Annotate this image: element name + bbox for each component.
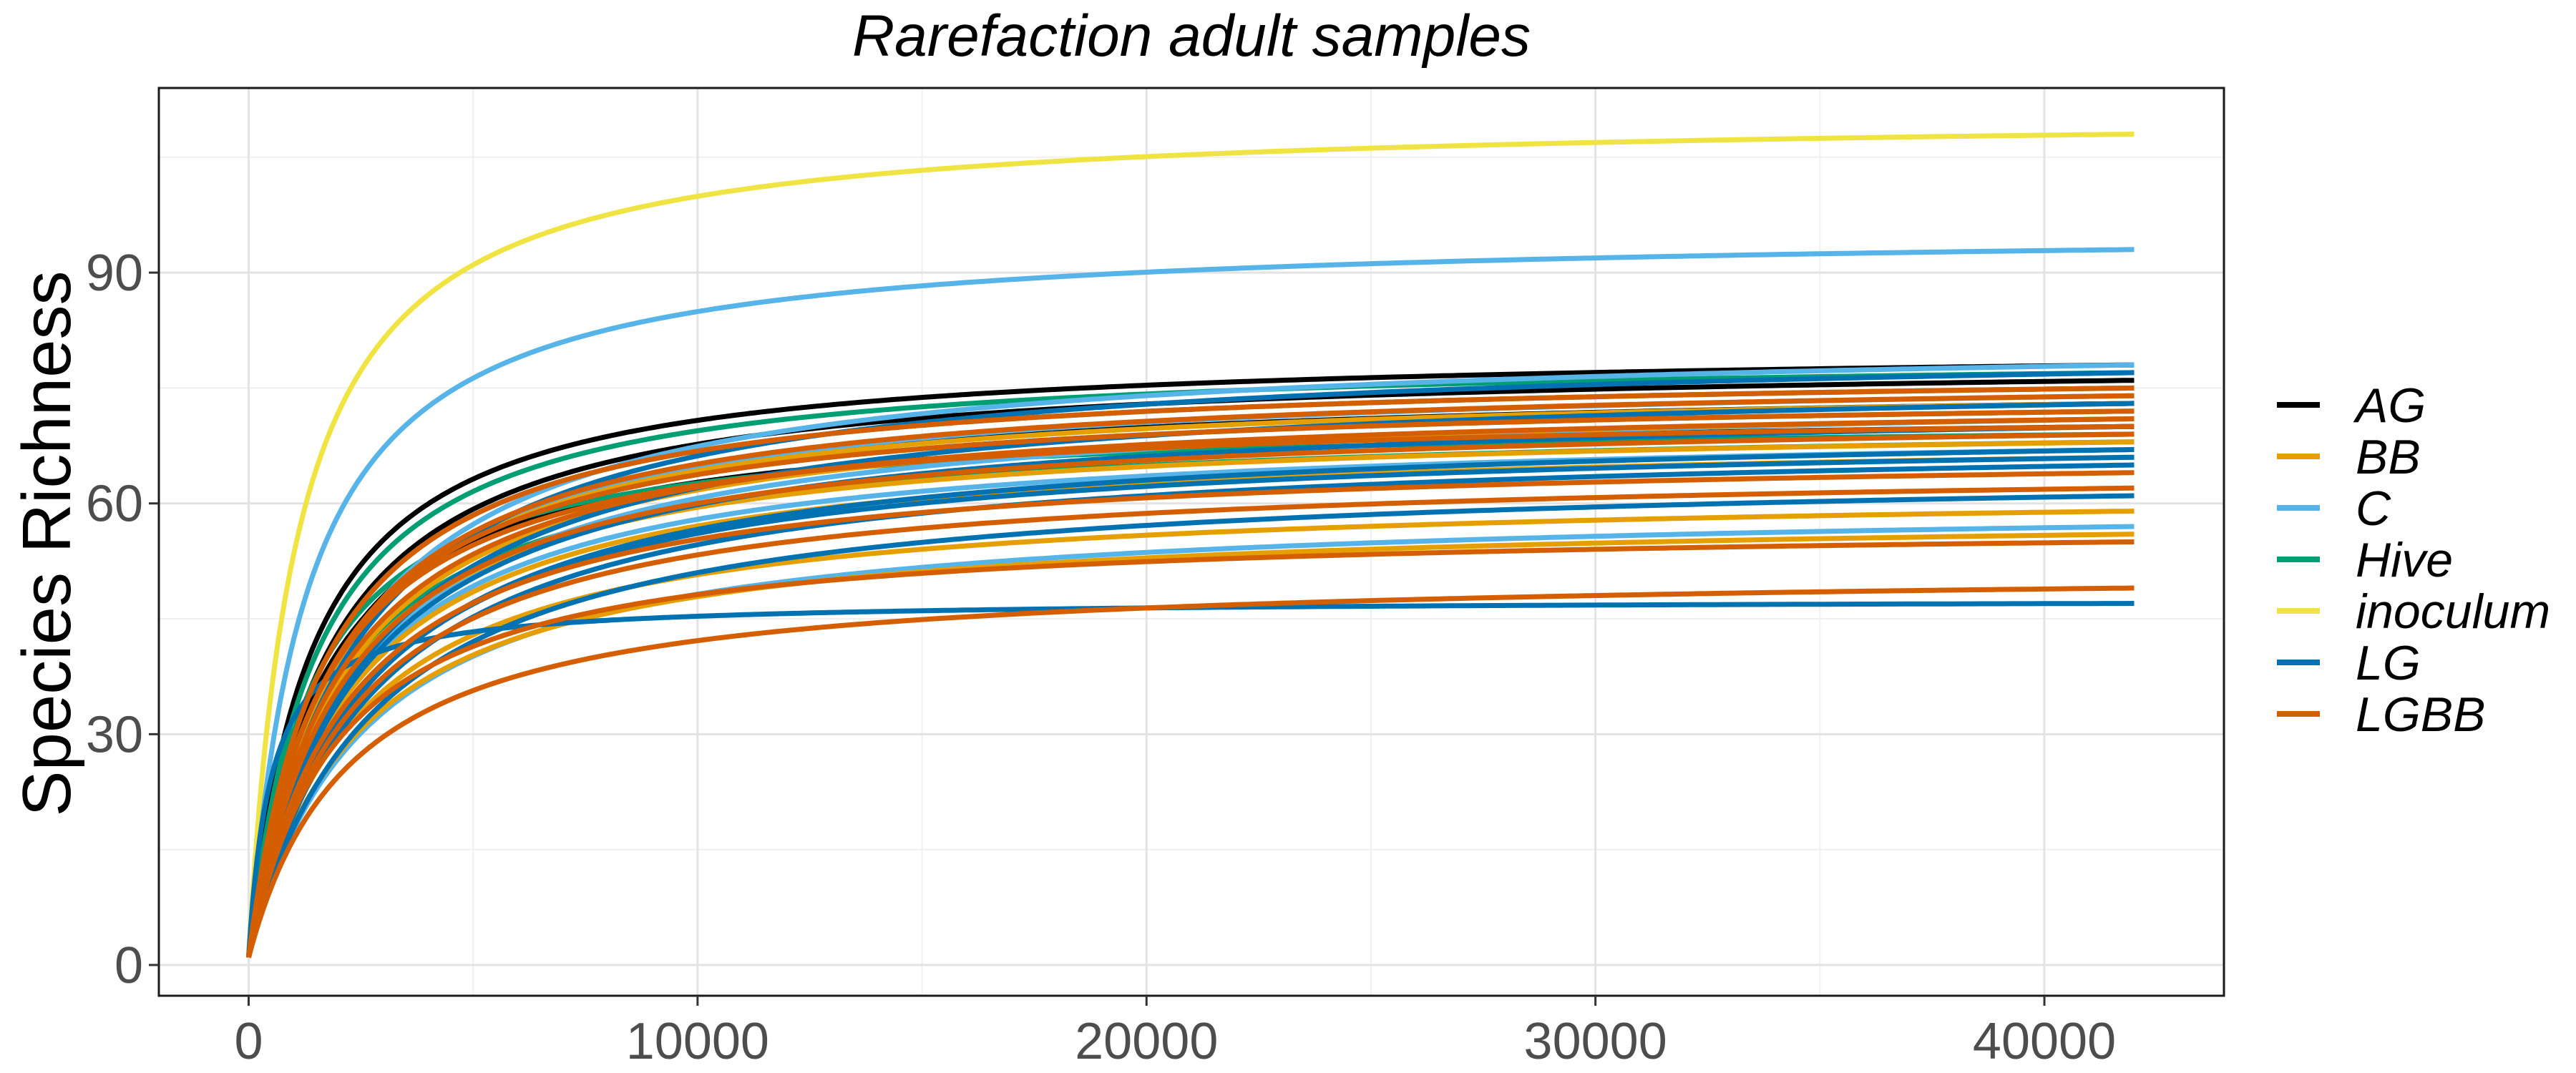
y-tick-label: 0 [114, 937, 143, 994]
x-tick-label: 20000 [1075, 1013, 1218, 1070]
legend-label: BB [2356, 430, 2421, 484]
series-line-inoculum-0 [246, 132, 2135, 960]
legend-label: inoculum [2356, 584, 2550, 639]
legend-label: LGBB [2356, 687, 2485, 742]
chart-title: Rarefaction adult samples [852, 4, 1531, 69]
plot-border [157, 87, 2225, 997]
legend-label: AG [2353, 378, 2426, 433]
series-line-lgbb-34 [246, 423, 2135, 960]
series-line-c-1 [246, 247, 2135, 960]
legend-item-bb: BB [2277, 430, 2421, 484]
series-line-lgbb-38 [246, 539, 2135, 960]
legend-label: Hive [2356, 533, 2453, 587]
x-tick-label: 0 [234, 1013, 263, 1070]
legend-item-c: C [2277, 481, 2391, 536]
legend-item-lg: LG [2277, 636, 2421, 690]
y-tick-label: 60 [86, 476, 143, 533]
axis-ticks: 0 10000 20000 30000 40000 0 30 60 90 [86, 245, 2116, 1070]
series-line-lgbb-30 [246, 385, 2135, 960]
series-lines [246, 132, 2135, 960]
x-tick-label: 40000 [1973, 1013, 2116, 1070]
x-tick-label: 10000 [626, 1013, 769, 1070]
series-line-lgbb-35 [246, 431, 2135, 960]
legend-item-inoculum: inoculum [2277, 584, 2550, 639]
series-line-lgbb-36 [246, 470, 2135, 960]
y-axis-label: Species Richness [9, 270, 85, 816]
legend-label: LG [2356, 636, 2421, 690]
legend-item-ag: AG [2277, 378, 2426, 433]
y-tick-label: 30 [86, 706, 143, 763]
x-tick-label: 30000 [1524, 1013, 1667, 1070]
series-line-lg-29 [246, 601, 2135, 960]
legend-label: C [2356, 481, 2391, 536]
series-line-lgbb-33 [246, 416, 2135, 960]
y-tick-label: 90 [86, 245, 143, 302]
series-line-lg-28 [246, 493, 2135, 960]
legend-item-lgbb: LGBB [2277, 687, 2485, 742]
series-line-hive-6 [246, 370, 2135, 960]
series-line-lgbb-39 [246, 585, 2135, 960]
legend-item-hive: Hive [2277, 533, 2453, 587]
